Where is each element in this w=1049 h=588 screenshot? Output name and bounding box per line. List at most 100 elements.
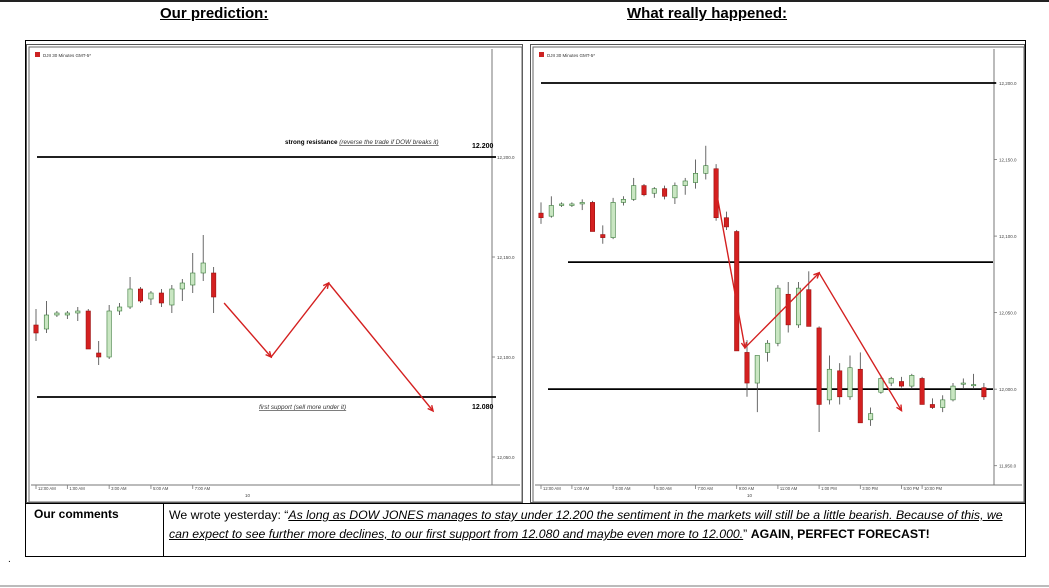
level-note-bold: strong resistance (285, 139, 339, 146)
x-tick-label: 1:00 AM (69, 486, 85, 491)
y-tick-label: 12,050.0 (497, 455, 515, 460)
level-note-text: first support (sell more under it) (259, 404, 346, 411)
candle (589, 202, 595, 232)
y-tick-label: 12,150.0 (999, 158, 1017, 163)
y-tick-label: 12,200.0 (999, 81, 1017, 86)
arrowhead (265, 351, 273, 359)
arrowhead (740, 341, 748, 350)
candle (75, 310, 81, 314)
arrowhead (322, 281, 330, 290)
candle (775, 287, 781, 344)
y-tick-label: 12,100.0 (999, 234, 1017, 239)
arrowhead (896, 404, 903, 412)
chart-border (28, 46, 523, 503)
candle (569, 203, 575, 206)
candle (96, 352, 102, 358)
level-note-text: (reverse the trade if DOW breaks it) (339, 139, 438, 146)
candle (190, 272, 196, 286)
candle (33, 324, 39, 334)
forecast-path (715, 190, 903, 411)
candle (744, 352, 750, 384)
candle (538, 212, 544, 219)
arrowhead (813, 271, 821, 279)
candle (909, 375, 915, 387)
candle (85, 310, 91, 350)
candle (600, 234, 606, 238)
y-tick-label: 12,050.0 (999, 311, 1017, 316)
candle (971, 384, 977, 387)
date-label: 10 (245, 493, 251, 498)
x-tick-label: 5:00 AM (656, 486, 672, 491)
candle (620, 199, 626, 203)
top-rule (0, 0, 1049, 2)
candle (754, 355, 760, 384)
candle (127, 288, 133, 308)
candle (610, 202, 616, 238)
candle (795, 287, 801, 326)
candle (693, 173, 699, 183)
prediction-chart-panel: DJII 30 Minutes GMT-5* 12,200.0 12,150.0 12… (26, 44, 523, 503)
comments-quote: As long as DOW JONES manages to stay und… (169, 508, 1003, 541)
comments-divider (163, 504, 164, 557)
x-tick-label: 1:00 AM (574, 486, 590, 491)
x-tick-label: 1:00 PM (821, 486, 837, 491)
actual-chart-panel: DJII 30 Minutes GMT-5* 12,200.0 12,150.0 12… (530, 44, 1025, 503)
candle (940, 399, 946, 408)
candle (785, 293, 791, 326)
level-note: strong resistance (reverse the trade if … (285, 139, 439, 146)
candle (179, 282, 185, 290)
x-tick-label: 3:00 PM (862, 486, 878, 491)
candle (898, 381, 904, 387)
candle (837, 370, 843, 398)
x-tick-label: 3:00 AM (615, 486, 631, 491)
x-tick-label: 7:00 AM (698, 486, 714, 491)
level-label: 12.080 (472, 404, 494, 411)
x-tick-label: 12:00 AM (543, 486, 561, 491)
candle (211, 272, 217, 298)
candle (682, 180, 688, 186)
y-tick-label: 12,200.0 (497, 155, 515, 160)
comparison-frame (25, 40, 1026, 557)
candle (847, 367, 853, 398)
candle (868, 413, 874, 421)
bottom-rule (0, 585, 1049, 587)
candle (559, 203, 565, 206)
level-note: first support (sell more under it) (259, 404, 346, 411)
candle (54, 312, 60, 316)
candle (200, 262, 206, 274)
candle (765, 342, 771, 353)
candle (579, 202, 585, 205)
candle (816, 327, 822, 405)
y-tick-label: 12,000.0 (999, 387, 1017, 392)
y-tick-label: 11,950.0 (999, 464, 1017, 469)
arrowhead (427, 405, 435, 413)
stray-dot: . (8, 554, 11, 565)
symbol-marker (35, 52, 40, 57)
candle (43, 314, 49, 330)
candle (651, 188, 657, 194)
candle (106, 310, 112, 358)
actual-chart: DJII 30 Minutes GMT-5* 12,200.0 12,150.0 12… (532, 46, 1025, 503)
comments-emphasis: AGAIN, PERFECT FORECAST! (750, 527, 930, 541)
candle (826, 368, 832, 401)
x-tick-label: 5:00 AM (153, 486, 169, 491)
candle (631, 185, 637, 200)
y-tick-label: 12,150.0 (497, 255, 515, 260)
prediction-heading: Our prediction: (160, 5, 269, 22)
x-tick-label: 10:00 PM (924, 486, 942, 491)
comments-lead: We wrote yesterday: “ (169, 508, 289, 522)
candle (919, 378, 925, 405)
candle (929, 404, 935, 408)
chart-border (532, 46, 1025, 503)
x-tick-label: 5:00 PM (904, 486, 920, 491)
comments-tail: ” (743, 527, 751, 541)
x-tick-label: 7:00 AM (195, 486, 211, 491)
candle (878, 378, 884, 393)
candle (672, 185, 678, 199)
prediction-chart: DJII 30 Minutes GMT-5* 12,200.0 12,150.0 12… (28, 46, 523, 503)
candle (148, 292, 154, 300)
symbol-marker (539, 52, 544, 57)
candle (888, 378, 894, 384)
candle (950, 385, 956, 401)
candle (806, 289, 812, 327)
